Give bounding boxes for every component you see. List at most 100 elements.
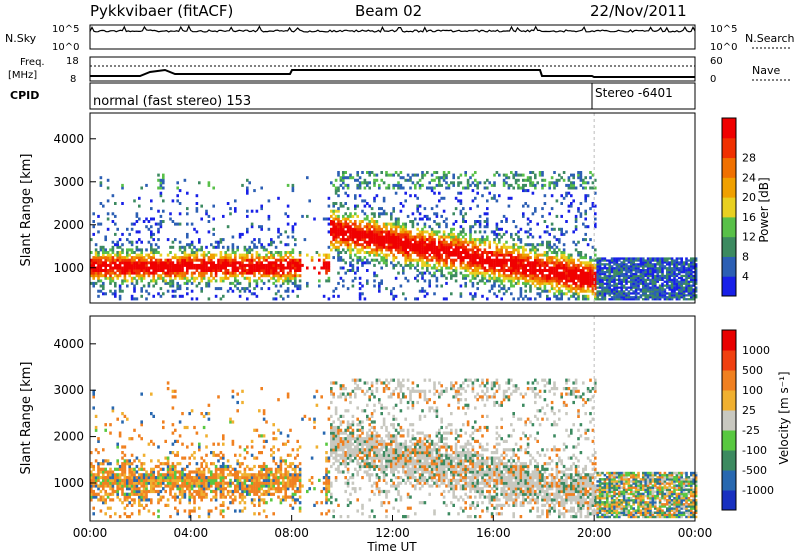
cell [116, 478, 119, 482]
cell [279, 253, 283, 257]
cell [603, 288, 607, 291]
cell [651, 267, 655, 270]
cell [346, 227, 350, 231]
cell [625, 259, 628, 262]
cell [488, 266, 491, 270]
cell [483, 274, 487, 278]
cpid-label: CPID [10, 89, 39, 102]
cell [154, 464, 158, 469]
cell [102, 251, 105, 254]
cell [224, 253, 227, 257]
cell [411, 220, 415, 223]
cell [440, 196, 443, 200]
cell [488, 181, 491, 185]
cell [646, 284, 650, 287]
cell [447, 266, 451, 270]
cell [169, 212, 172, 216]
cell [649, 272, 652, 276]
cell [171, 495, 175, 499]
cell [188, 279, 191, 283]
cell [193, 476, 196, 480]
cell [94, 271, 98, 275]
cell [325, 256, 328, 260]
cell [392, 186, 395, 190]
cell [644, 284, 647, 287]
cell [522, 173, 525, 177]
cell [452, 258, 455, 262]
cell [157, 263, 160, 267]
cell [253, 274, 256, 278]
cell [339, 225, 343, 229]
cell [399, 248, 403, 252]
cell [176, 439, 179, 443]
cell [526, 217, 530, 221]
cell [116, 492, 119, 496]
cell [661, 265, 664, 268]
cell [404, 258, 407, 262]
cell [632, 296, 635, 299]
cell [481, 194, 484, 198]
cell [682, 294, 686, 297]
cell [226, 261, 230, 265]
cell [685, 267, 688, 270]
cell [260, 243, 263, 247]
cell [469, 263, 472, 267]
cell [332, 289, 335, 293]
cell [150, 478, 153, 482]
cell [421, 240, 424, 244]
cell [106, 276, 110, 280]
cell [284, 274, 287, 278]
cell [402, 235, 405, 239]
cell [471, 181, 475, 185]
cell [130, 240, 134, 244]
cell [586, 279, 590, 283]
cell [529, 220, 532, 223]
cell [423, 173, 427, 177]
cell [423, 256, 427, 260]
cell [97, 478, 100, 482]
cell [608, 282, 611, 285]
cell [248, 266, 251, 270]
cell [106, 199, 110, 203]
cell [510, 279, 513, 283]
cell [337, 235, 340, 239]
cell [570, 276, 573, 280]
cell [116, 445, 119, 449]
cell [195, 194, 199, 198]
cell [469, 279, 472, 283]
cell [558, 248, 561, 252]
cell [402, 271, 405, 275]
cell [462, 274, 465, 278]
cell [507, 287, 511, 291]
cell [94, 425, 98, 430]
cell [234, 261, 237, 265]
cell [654, 284, 657, 287]
cell [416, 227, 419, 231]
cell [522, 212, 525, 216]
cell [654, 263, 657, 266]
cell [200, 269, 203, 272]
cell [114, 512, 117, 516]
cell [135, 464, 139, 469]
cell [253, 243, 256, 247]
cell [104, 238, 107, 242]
cell [534, 253, 537, 257]
cell [90, 251, 93, 254]
cell [202, 263, 206, 267]
cell [123, 279, 127, 283]
cell [632, 257, 635, 260]
cell [128, 269, 131, 272]
cell [442, 251, 446, 254]
cell [267, 256, 271, 260]
cell [502, 181, 506, 185]
cell [253, 269, 256, 272]
cell [104, 467, 107, 471]
cell [675, 286, 679, 289]
cell [111, 409, 115, 413]
cell [145, 289, 148, 293]
cell [356, 243, 359, 247]
cell [394, 263, 398, 267]
cell [250, 222, 254, 226]
cell [128, 274, 131, 278]
cell [478, 214, 482, 218]
